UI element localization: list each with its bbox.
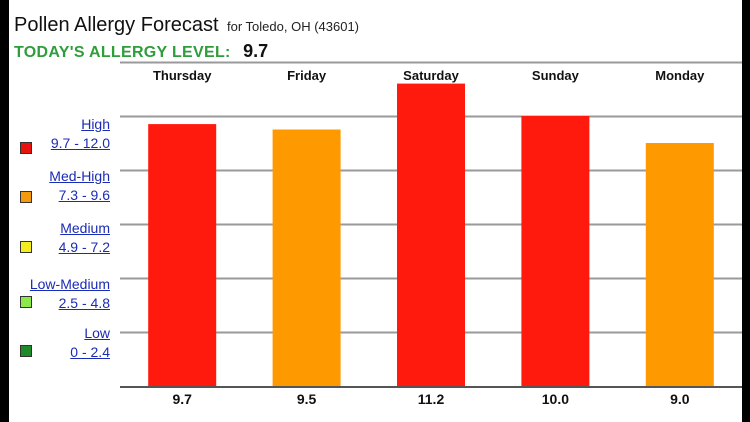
today-level-label: TODAY'S ALLERGY LEVEL: — [14, 44, 231, 61]
legend-range-high[interactable]: 9.7 - 12.0 — [50, 135, 110, 151]
value-strip — [120, 386, 742, 410]
legend-link-med-high[interactable]: Med-High — [49, 168, 110, 184]
left-frame-edge — [0, 0, 9, 422]
legend-range-low-medium[interactable]: 2.5 - 4.8 — [58, 295, 110, 311]
bar-thursday — [148, 124, 217, 386]
bar-friday — [272, 129, 341, 386]
legend-range-medium[interactable]: 4.9 - 7.2 — [58, 239, 110, 255]
day-label-monday: Monday — [655, 68, 705, 83]
value-label-monday: 9.0 — [670, 391, 690, 407]
legend-range-low[interactable]: 0 - 2.4 — [70, 344, 110, 360]
legend-link-medium[interactable]: Medium — [60, 220, 110, 236]
legend-item-low[interactable]: Low 0 - 2.4 — [14, 325, 120, 369]
legend-swatch-low-medium — [20, 296, 32, 308]
page-title: Pollen Allergy Forecast — [14, 14, 219, 36]
legend-item-medium[interactable]: Medium 4.9 - 7.2 — [14, 220, 120, 264]
location-subtitle: for Toledo, OH (43601) — [227, 19, 359, 34]
bar-monday — [645, 143, 714, 386]
legend-item-med-high[interactable]: Med-High 7.3 - 9.6 — [14, 168, 120, 212]
day-label-sunday: Sunday — [532, 68, 580, 83]
legend-swatch-med-high — [20, 191, 32, 203]
legend-item-high[interactable]: High 9.7 - 12.0 — [14, 116, 120, 160]
value-label-friday: 9.5 — [297, 391, 317, 407]
bar-saturday — [397, 83, 465, 386]
legend-swatch-medium — [20, 241, 32, 253]
header: Pollen Allergy Forecast for Toledo, OH (… — [14, 14, 359, 37]
today-level: TODAY'S ALLERGY LEVEL: 9.7 — [14, 41, 268, 62]
right-frame-edge — [742, 0, 750, 422]
legend-link-low-medium[interactable]: Low-Medium — [29, 276, 110, 292]
value-label-saturday: 11.2 — [418, 391, 445, 407]
bar-sunday — [521, 116, 590, 386]
day-label-saturday: Saturday — [403, 68, 459, 83]
legend-range-med-high[interactable]: 7.3 - 9.6 — [58, 187, 110, 203]
legend-swatch-low — [20, 345, 32, 357]
legend-item-low-medium[interactable]: Low-Medium 2.5 - 4.8 — [14, 276, 120, 320]
legend-swatch-high — [20, 142, 32, 154]
value-label-sunday: 10.0 — [542, 391, 569, 407]
legend-link-low[interactable]: Low — [84, 325, 110, 341]
day-label-thursday: Thursday — [153, 68, 212, 83]
day-label-friday: Friday — [287, 68, 327, 83]
legend-link-high[interactable]: High — [81, 116, 110, 132]
value-label-thursday: 9.7 — [172, 391, 192, 407]
today-level-value: 9.7 — [243, 41, 269, 61]
